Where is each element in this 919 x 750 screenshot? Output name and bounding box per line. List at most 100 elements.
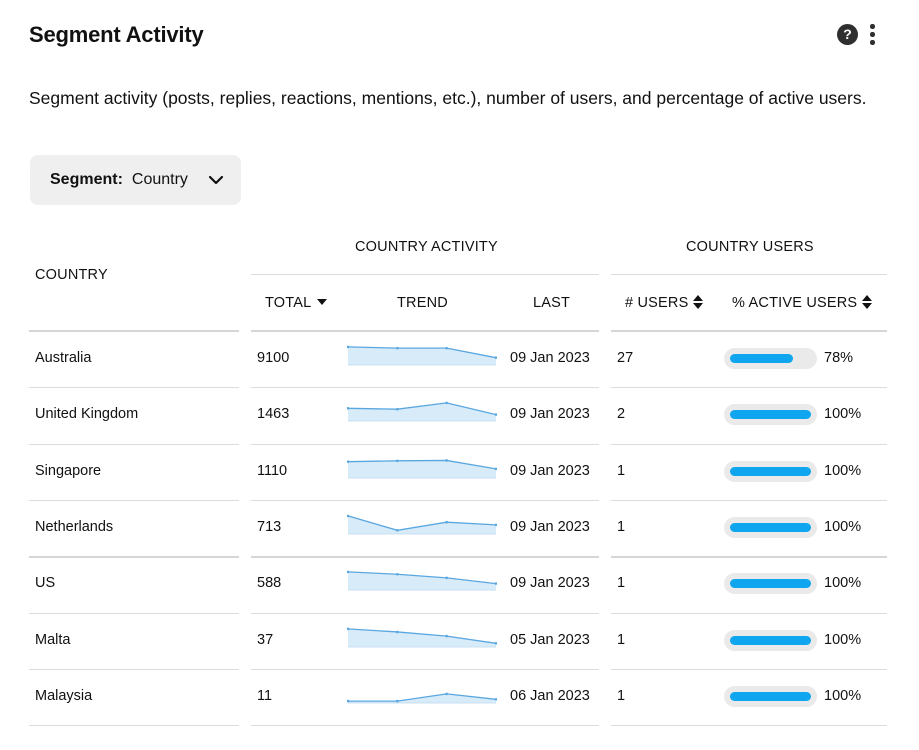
active-percent-cell: 78% — [824, 350, 854, 366]
row-divider — [251, 725, 599, 726]
row-divider — [29, 330, 239, 332]
trend-point — [494, 356, 497, 359]
row-divider — [29, 444, 239, 445]
active-percent-cell: 100% — [824, 406, 862, 422]
active-users-bar — [724, 461, 817, 482]
row-divider — [29, 500, 239, 501]
trend-sparkline — [347, 692, 497, 704]
trend-line — [347, 515, 497, 531]
active-users-bar-fill — [730, 636, 811, 645]
sort-down-icon — [317, 299, 328, 305]
trend-point — [494, 698, 497, 701]
trend-line — [347, 346, 497, 359]
active-users-bar — [724, 573, 817, 594]
active-users-bar-fill — [730, 692, 811, 701]
dot — [870, 40, 875, 45]
total-cell: 9100 — [257, 350, 290, 366]
trend-point — [347, 460, 350, 463]
last-cell: 09 Jan 2023 — [510, 519, 590, 535]
last-cell: 05 Jan 2023 — [510, 632, 590, 648]
trend-point — [494, 523, 497, 527]
total-cell: 1463 — [257, 406, 290, 422]
trend-point — [445, 401, 448, 405]
trend-sparkline — [347, 627, 497, 648]
row-divider — [29, 613, 239, 614]
row-divider — [611, 330, 887, 332]
users-cell: 1 — [617, 688, 626, 704]
column-header-trend: TREND — [397, 295, 448, 311]
column-header-last: LAST — [533, 295, 571, 311]
active-percent-cell: 100% — [824, 688, 862, 704]
row-divider — [29, 556, 239, 558]
active-users-bar-fill — [730, 523, 811, 532]
row-divider — [251, 387, 599, 388]
trend-point — [396, 630, 399, 634]
row-divider — [611, 500, 887, 501]
active-percent-cell: 100% — [824, 575, 862, 591]
trend-area — [348, 402, 496, 421]
row-divider — [251, 444, 599, 445]
help-button[interactable]: ? — [837, 24, 858, 45]
trend-point — [347, 627, 350, 631]
row-divider — [29, 725, 239, 726]
trend-point — [445, 576, 448, 580]
sort-icon — [862, 295, 873, 309]
row-divider — [29, 669, 239, 670]
trend-area — [348, 628, 496, 647]
trend-area — [348, 515, 496, 534]
row-divider — [251, 556, 599, 558]
country-cell: Malta — [35, 632, 71, 648]
trend-point — [396, 346, 399, 350]
trend-area — [348, 346, 496, 365]
column-header-active-label: % ACTIVE USERS — [732, 295, 858, 311]
column-header-country: COUNTRY — [35, 267, 108, 283]
trend-line — [347, 459, 497, 470]
trend-point — [445, 634, 448, 638]
trend-line — [347, 571, 497, 585]
country-cell: US — [35, 575, 56, 591]
group-header-users: COUNTRY USERS — [686, 239, 814, 255]
trend-point — [445, 692, 448, 696]
last-cell: 09 Jan 2023 — [510, 463, 590, 479]
trend-sparkline — [347, 401, 497, 422]
users-cell: 1 — [617, 575, 626, 591]
dot — [870, 32, 875, 37]
chevron-down-icon — [208, 175, 224, 185]
trend-point — [445, 520, 448, 524]
sort-icon — [693, 295, 704, 309]
users-cell: 1 — [617, 463, 626, 479]
total-cell: 1110 — [257, 463, 288, 479]
trend-area — [348, 460, 496, 478]
trend-point — [494, 642, 497, 645]
more-options-button[interactable] — [863, 24, 881, 48]
trend-line — [347, 402, 497, 416]
active-users-bar — [724, 630, 817, 651]
active-percent-cell: 100% — [824, 463, 862, 479]
page-title: Segment Activity — [29, 22, 204, 47]
total-cell: 11 — [257, 688, 273, 704]
country-cell: Netherlands — [35, 519, 114, 535]
total-cell: 588 — [257, 575, 282, 591]
trend-line — [347, 628, 497, 644]
active-users-bar-fill — [730, 467, 811, 476]
trend-point — [347, 699, 350, 703]
last-cell: 09 Jan 2023 — [510, 406, 590, 422]
column-header-users[interactable]: # USERS — [625, 295, 704, 311]
users-cell: 1 — [617, 519, 626, 535]
trend-area — [348, 571, 496, 590]
segment-dropdown[interactable]: Segment: Country — [30, 155, 241, 205]
trend-point — [347, 407, 350, 410]
row-divider — [251, 669, 599, 670]
trend-point — [494, 467, 497, 471]
column-header-active-users[interactable]: % ACTIVE USERS — [732, 295, 873, 311]
trend-line — [348, 693, 497, 702]
row-divider — [611, 725, 887, 726]
trend-point — [396, 529, 399, 532]
column-header-total[interactable]: TOTAL — [265, 295, 328, 311]
users-cell: 2 — [617, 406, 626, 422]
last-cell: 09 Jan 2023 — [510, 350, 590, 366]
total-cell: 37 — [257, 632, 274, 648]
row-divider — [251, 500, 599, 501]
trend-point — [347, 345, 350, 349]
active-users-bar-fill — [730, 354, 794, 363]
